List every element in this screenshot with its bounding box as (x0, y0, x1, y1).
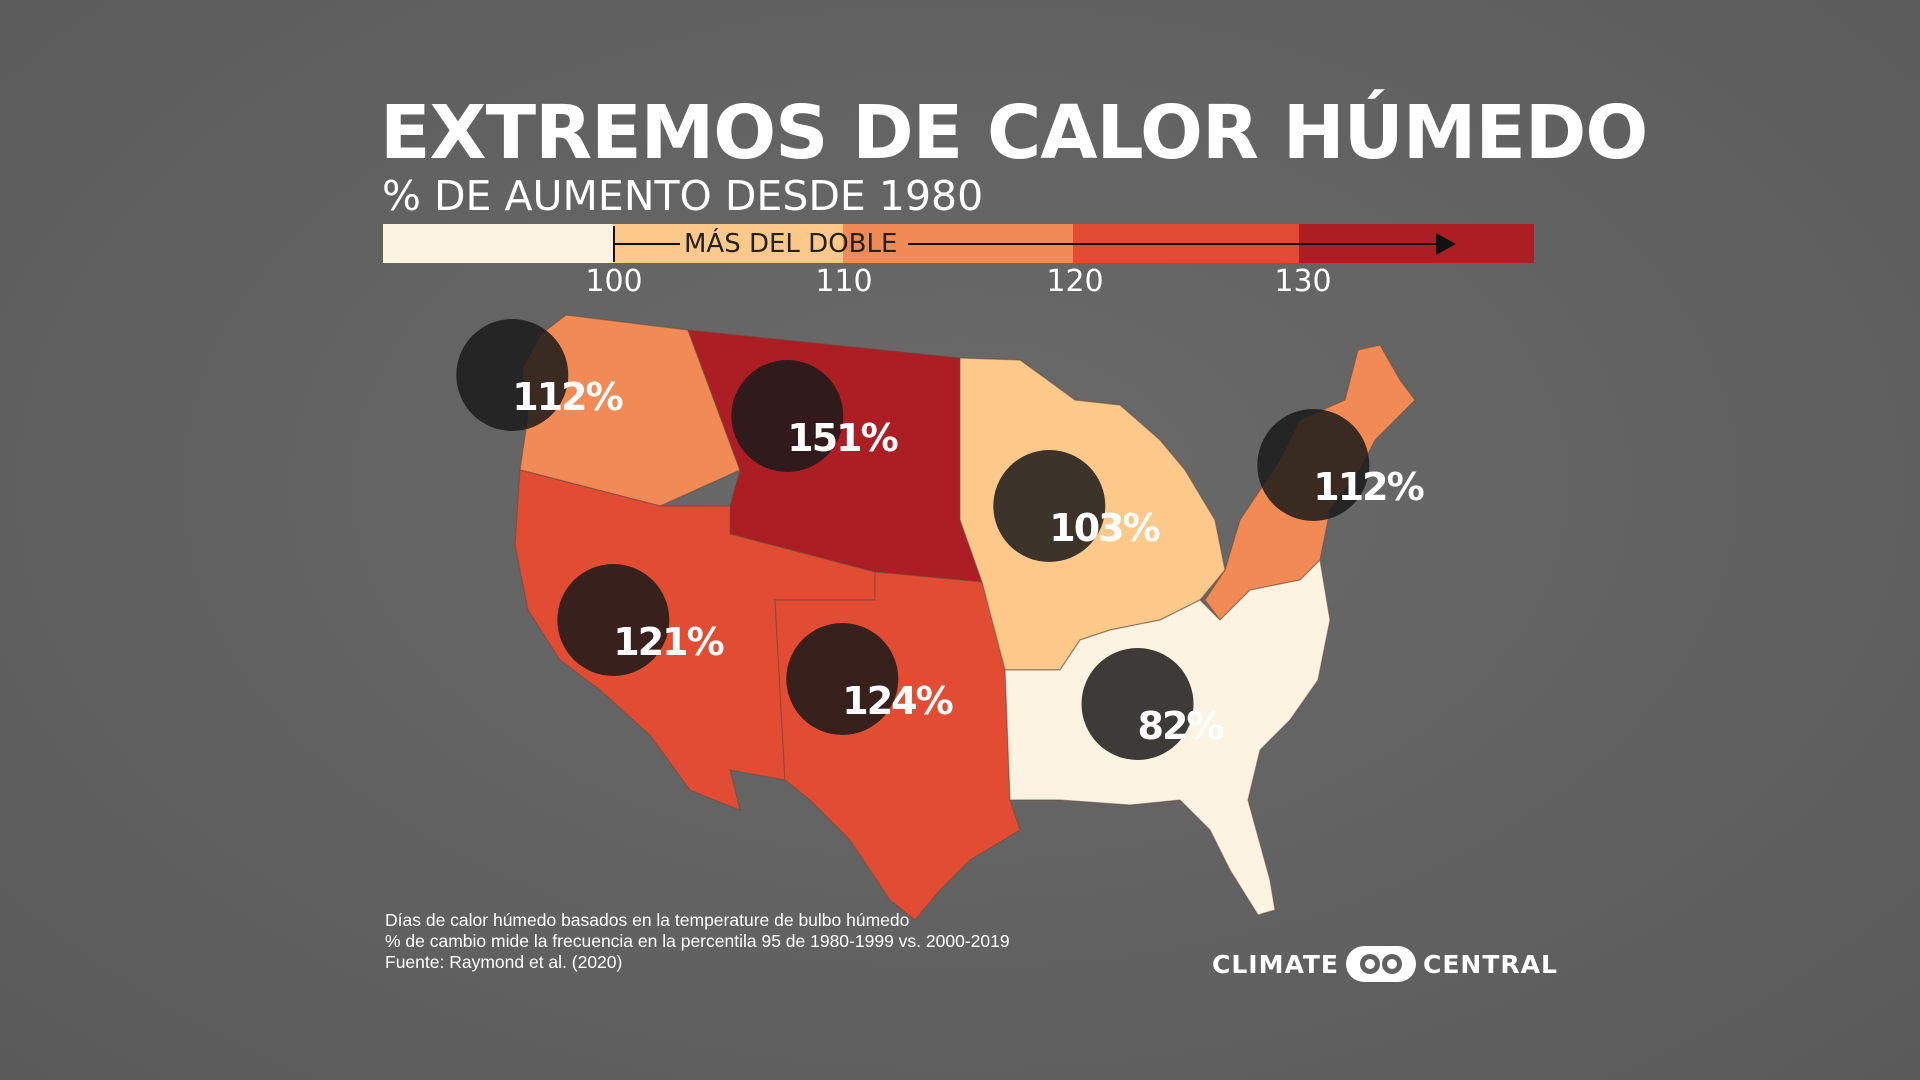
legend-tick-130: 130 (1274, 264, 1332, 299)
legend-tick-100: 100 (585, 264, 643, 299)
logo-text-left: CLIMATE (1212, 949, 1339, 979)
footnote: Días de calor húmedo basados en la tempe… (385, 910, 1010, 973)
region-value-south: 124% (786, 623, 954, 735)
legend-swatch-below-100 (383, 224, 613, 263)
region-value-southwest: 121% (557, 564, 725, 676)
climate-central-logo: CLIMATE CENTRAL (1212, 944, 1558, 984)
region-value-upper-midwest: 103% (993, 450, 1161, 562)
logo-icon (1346, 946, 1416, 982)
region-value-northwest: 112% (456, 319, 624, 431)
legend-tick-110: 110 (815, 264, 873, 299)
footnote-line-2: % de cambio mide la frecuencia en la per… (385, 931, 1010, 951)
region-southwest (514, 469, 876, 811)
map-subtitle: % DE AUMENTO DESDE 1980 (382, 172, 984, 220)
region-value-text: 112% (512, 375, 623, 419)
region-value-text: 121% (613, 620, 724, 664)
legend-tick-120: 120 (1046, 264, 1104, 299)
region-value-northern-rockies: 151% (731, 360, 899, 472)
region-value-text: 103% (1049, 506, 1160, 550)
map-title: EXTREMOS DE CALOR HÚMEDO (380, 90, 1648, 176)
footnote-line-1: Días de calor húmedo basados en la tempe… (385, 910, 910, 930)
region-value-text: 82% (1137, 704, 1225, 748)
region-value-text: 112% (1313, 465, 1424, 509)
footnote-line-3: Fuente: Raymond et al. (2020) (385, 952, 623, 972)
logo-text-right: CENTRAL (1423, 949, 1558, 979)
region-value-northeast: 112% (1257, 409, 1425, 521)
region-value-text: 151% (787, 416, 898, 460)
legend-annotation: MÁS DEL DOBLE (684, 229, 898, 259)
region-value-text: 124% (842, 679, 953, 723)
region-value-southeast: 82% (1081, 648, 1225, 760)
